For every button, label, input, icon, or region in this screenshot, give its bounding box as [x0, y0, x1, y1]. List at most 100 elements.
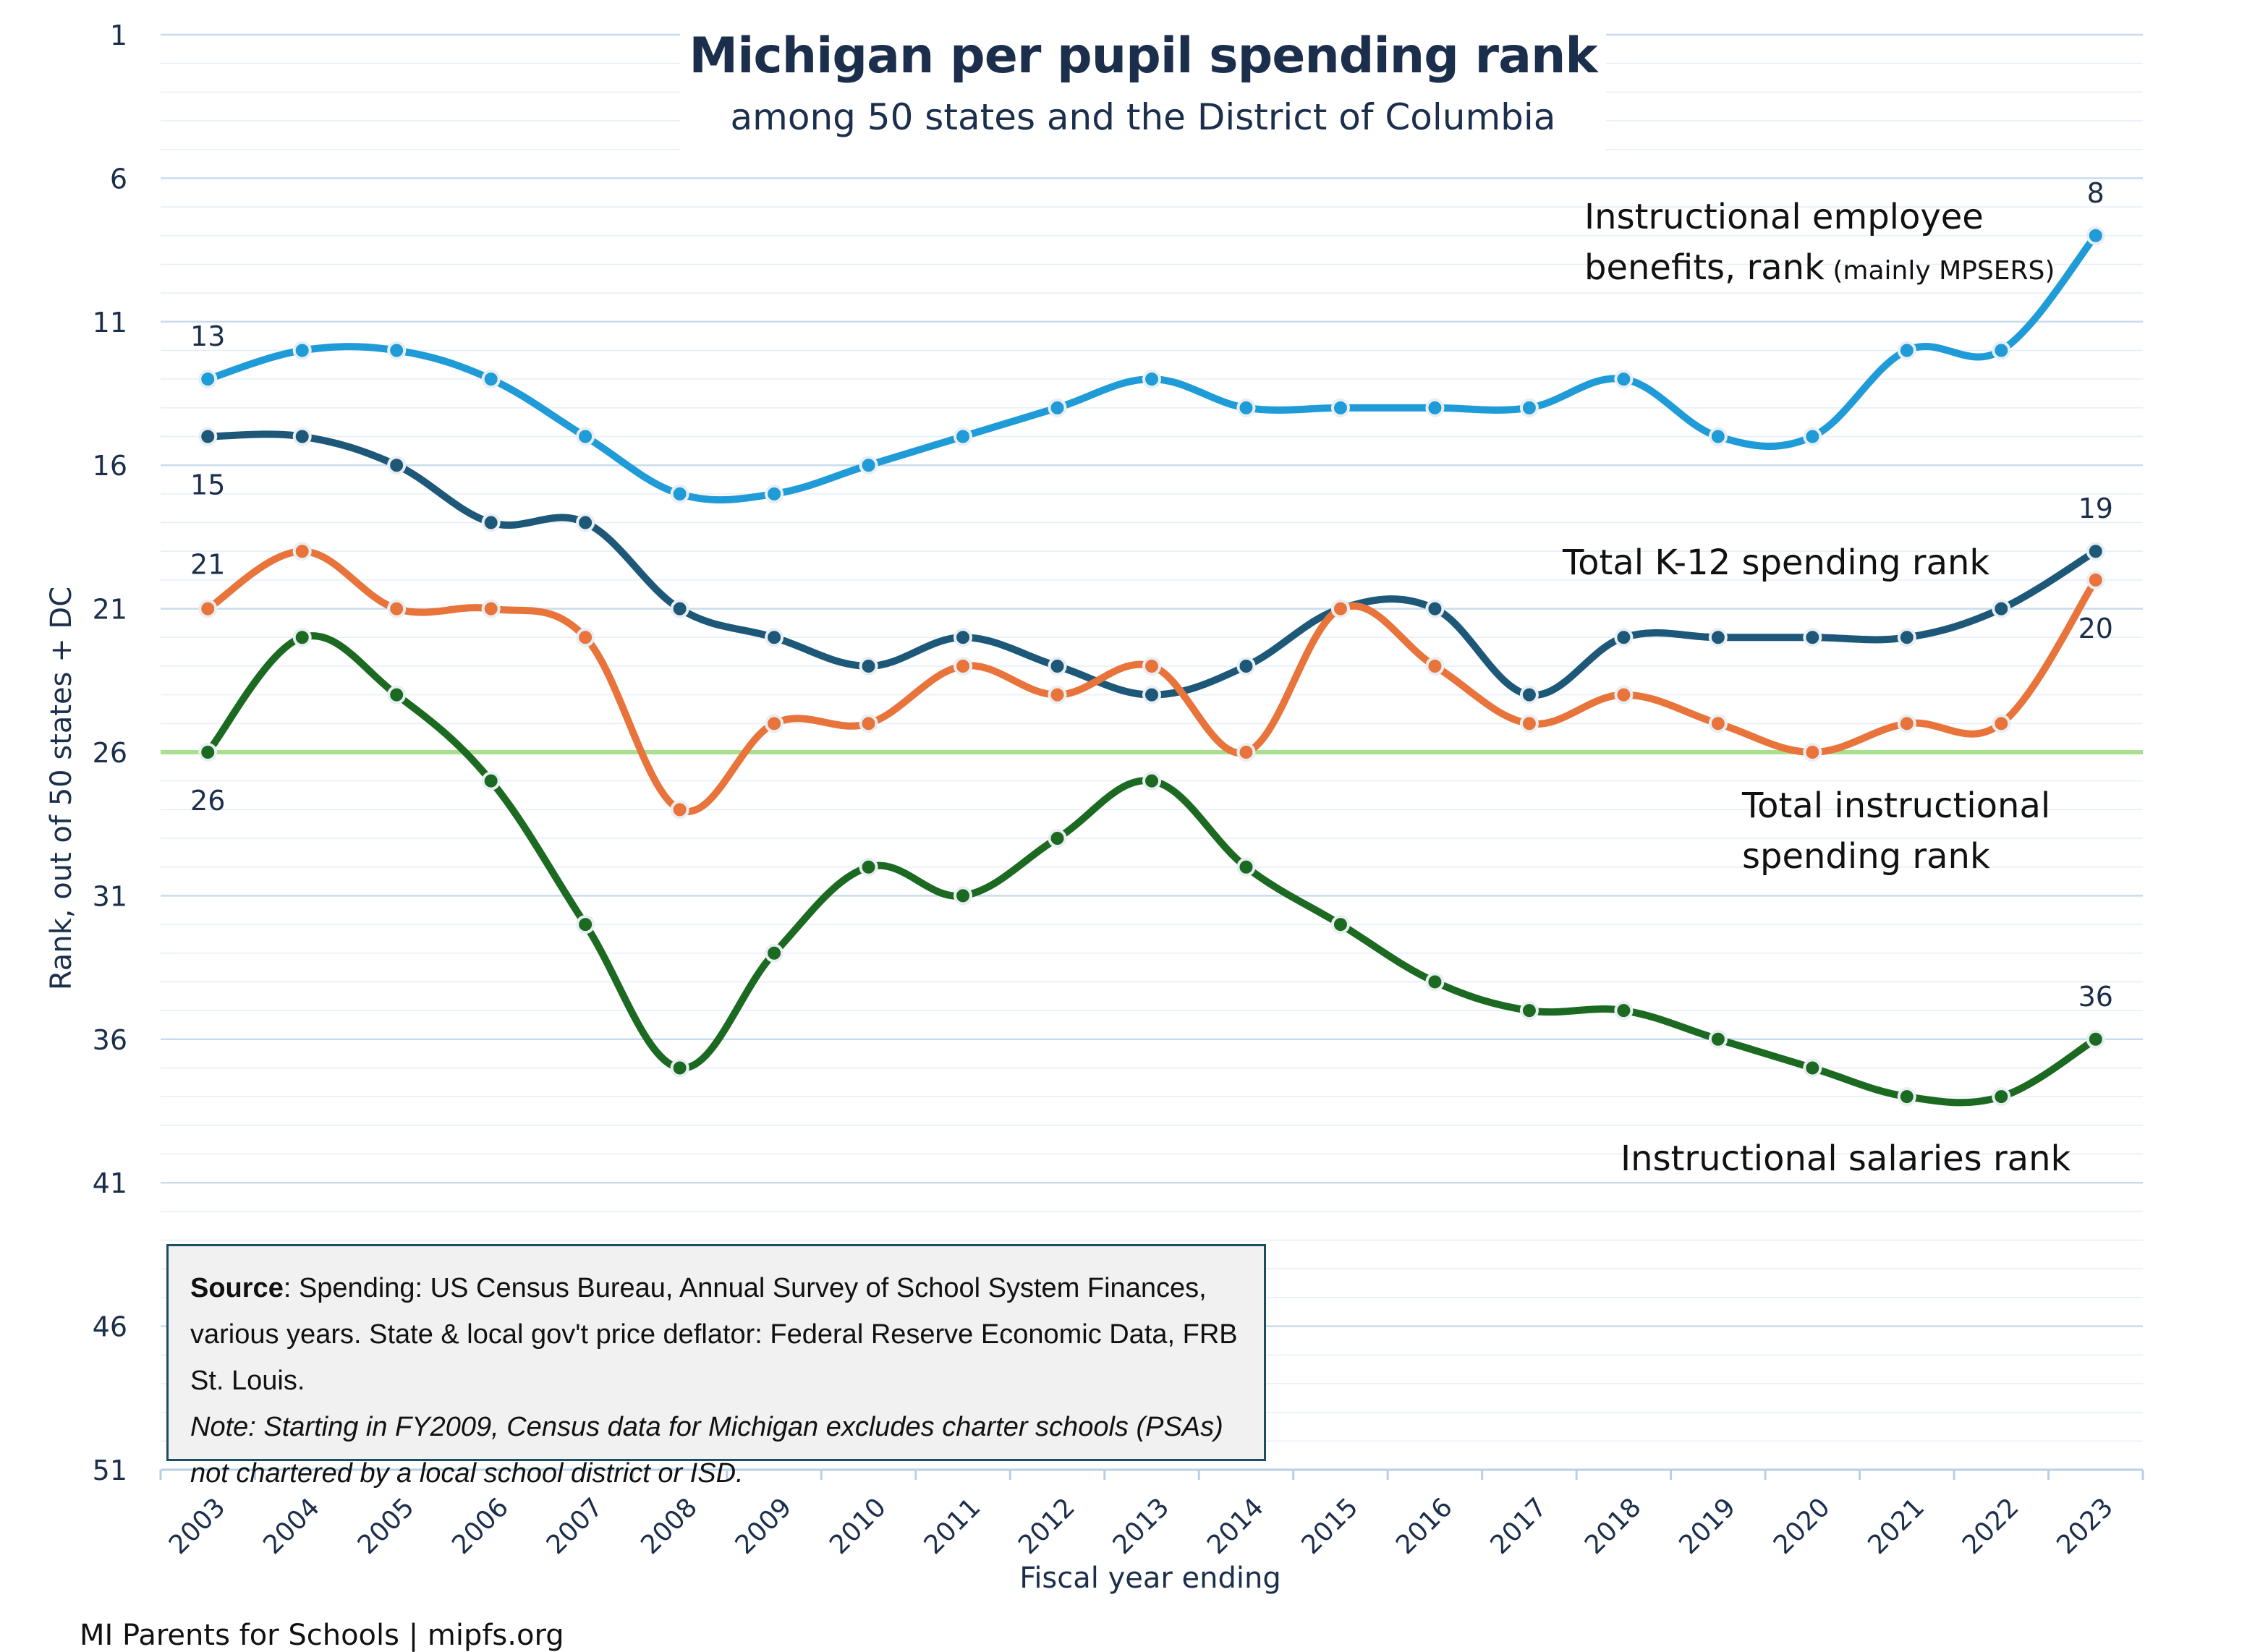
- data-point-s1-2016: [1425, 599, 1445, 618]
- data-point-s1-2018: [1614, 628, 1634, 647]
- data-point-s0-2013: [1142, 370, 1161, 389]
- data-point-s1-2014: [1236, 656, 1256, 676]
- x-tick-label: 2023: [2051, 1492, 2119, 1560]
- y-tick-label: 41: [93, 1167, 127, 1199]
- data-point-s2-2016: [1425, 656, 1445, 676]
- data-label-8: 8: [2087, 177, 2105, 209]
- data-point-s0-2003: [198, 370, 218, 389]
- data-point-s0-2006: [481, 370, 501, 389]
- data-point-s2-2010: [859, 714, 878, 733]
- data-point-s0-2018: [1614, 370, 1634, 389]
- data-point-s0-2017: [1519, 398, 1539, 417]
- data-point-s2-2009: [765, 714, 784, 733]
- data-point-s2-2013: [1142, 656, 1161, 676]
- y-tick-label: 11: [93, 307, 127, 339]
- x-tick-label: 2021: [1862, 1492, 1930, 1560]
- data-point-s0-2015: [1330, 398, 1350, 417]
- data-point-s3-2005: [387, 685, 407, 704]
- x-tick-label: 2009: [730, 1492, 798, 1560]
- series-label-0-line-1: benefits, rank (mainly MPSERS): [1584, 247, 2055, 288]
- series-label-2-line-1: spending rank: [1742, 836, 1990, 877]
- data-point-s0-2014: [1236, 398, 1256, 417]
- x-tick-label: 2005: [352, 1492, 420, 1560]
- x-tick-label: 2014: [1202, 1492, 1270, 1560]
- y-tick-label: 1: [110, 20, 127, 51]
- data-point-s0-2019: [1708, 427, 1728, 446]
- data-point-s1-2012: [1048, 656, 1067, 676]
- data-point-s1-2005: [387, 456, 407, 475]
- y-axis-label: Rank, out of 50 states + DC: [45, 587, 78, 990]
- data-point-s1-2008: [670, 599, 689, 618]
- data-point-s1-2021: [1897, 628, 1916, 647]
- series-label-1-line-0: Total K-12 spending rank: [1562, 542, 1989, 583]
- data-point-s0-2023: [2086, 226, 2105, 245]
- data-point-s2-2007: [576, 628, 595, 647]
- data-point-s1-2003: [198, 427, 218, 446]
- data-point-s2-2023: [2086, 570, 2105, 589]
- chart-subtitle: among 50 states and the District of Colu…: [730, 96, 1556, 138]
- data-point-s3-2016: [1425, 972, 1445, 992]
- data-point-s3-2015: [1330, 915, 1350, 934]
- series-points: [198, 226, 2105, 1107]
- data-point-s2-2006: [481, 599, 501, 618]
- y-tick-label: 26: [93, 737, 127, 769]
- x-tick-label: 2020: [1768, 1492, 1836, 1560]
- source-box: Source: Spending: US Census Bureau, Annu…: [166, 1244, 1266, 1489]
- data-point-s1-2017: [1519, 685, 1539, 704]
- data-label-21: 21: [190, 549, 225, 581]
- x-tick-label: 2006: [446, 1492, 514, 1560]
- x-tick-label: 2012: [1013, 1492, 1081, 1560]
- data-point-s3-2004: [292, 628, 312, 647]
- x-tick-label: 2008: [635, 1492, 703, 1560]
- data-point-s1-2023: [2086, 542, 2105, 561]
- data-labels: 13 15 21 26 8 19 20 36: [190, 177, 2113, 1013]
- data-label-13: 13: [190, 320, 225, 352]
- data-point-s3-2003: [198, 743, 218, 762]
- data-point-s0-2008: [670, 484, 689, 503]
- x-tick-label: 2016: [1390, 1492, 1458, 1560]
- data-point-s1-2013: [1142, 685, 1161, 704]
- chart-title: Michigan per pupil spending rank: [689, 27, 1597, 85]
- x-tick-label: 2007: [541, 1492, 609, 1560]
- series-label-3-line-0: Instructional salaries rank: [1621, 1138, 2071, 1179]
- data-point-s0-2007: [576, 427, 595, 446]
- data-point-s2-2011: [954, 656, 973, 676]
- data-label-20: 20: [2078, 613, 2113, 644]
- series-label-2-line-0: Total instructional: [1741, 785, 2050, 826]
- data-point-s0-2005: [387, 341, 407, 360]
- x-tick-label: 2004: [258, 1492, 326, 1560]
- y-tick-label: 21: [93, 594, 127, 626]
- data-point-s1-2007: [576, 513, 595, 532]
- data-point-s0-2022: [1992, 341, 2011, 360]
- data-point-s3-2020: [1803, 1058, 1822, 1078]
- data-label-26: 26: [190, 785, 225, 817]
- data-point-s3-2011: [954, 886, 973, 906]
- data-point-s0-2020: [1803, 427, 1822, 446]
- series-line-3: [204, 632, 2099, 1107]
- data-point-s3-2021: [1897, 1087, 1916, 1107]
- x-tick-label: 2011: [919, 1492, 987, 1560]
- x-tick-label: 2022: [1957, 1492, 2025, 1560]
- x-tick-label: 2010: [824, 1492, 892, 1560]
- data-point-s2-2008: [670, 800, 689, 819]
- data-point-s2-2003: [198, 599, 218, 618]
- footer-credit: MI Parents for Schools | mipfs.org: [80, 1619, 564, 1652]
- x-tick-label: 2013: [1108, 1492, 1176, 1560]
- data-point-s0-2012: [1048, 398, 1067, 417]
- data-label-36: 36: [2078, 981, 2113, 1013]
- data-point-s2-2014: [1236, 743, 1256, 762]
- data-point-s2-2012: [1048, 685, 1067, 704]
- data-label-15: 15: [190, 469, 225, 501]
- y-tick-label: 46: [93, 1311, 127, 1343]
- series-label-0-line-0: Instructional employee: [1584, 197, 1984, 237]
- data-point-s2-2017: [1519, 714, 1539, 733]
- data-point-s3-2014: [1236, 857, 1256, 877]
- data-point-s2-2018: [1614, 685, 1634, 704]
- data-point-s2-2021: [1897, 714, 1916, 733]
- data-point-s0-2010: [859, 456, 878, 475]
- source-label: Source: [190, 1273, 284, 1303]
- x-tick-label: 2019: [1673, 1492, 1741, 1560]
- title-box: Michigan per pupil spending rank among 5…: [680, 20, 1606, 152]
